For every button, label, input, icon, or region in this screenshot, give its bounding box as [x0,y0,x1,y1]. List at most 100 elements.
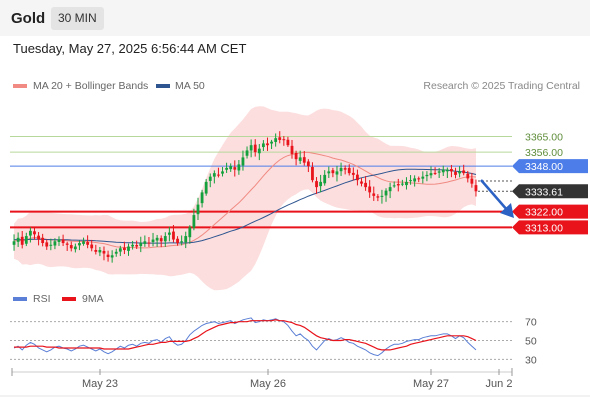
forecast-arrowhead [500,203,514,218]
candle [225,167,229,170]
candle [151,239,155,242]
last-price-label: 3333.61 [525,186,563,198]
candle [294,152,298,160]
ma20-line [13,151,477,249]
x-tick-label: May 27 [413,378,449,390]
candle [237,164,241,171]
candle [286,139,290,146]
candle [315,181,318,188]
legend-9ma-label: 9MA [82,293,104,305]
candle [360,181,363,184]
ma50-line [14,168,477,244]
candle [335,171,339,175]
candle [409,180,412,182]
candle [466,173,470,179]
candle [102,250,106,254]
candle [339,167,343,172]
candles [12,131,478,263]
legend-ma20-label: MA 20 + Bollinger Bands [33,80,149,92]
candle [200,192,204,204]
candle [37,235,40,240]
candle [106,254,110,258]
candle [212,173,216,177]
candle [196,204,200,215]
candle [135,245,139,247]
candle [306,161,310,167]
candle [69,245,73,249]
candle [57,239,61,242]
candle [400,183,404,185]
candle [356,174,359,181]
candle [33,231,36,235]
candle [441,169,445,173]
candle [302,157,306,163]
candle [429,173,433,176]
candle [118,248,122,252]
candle [421,176,425,179]
candle [192,215,196,228]
candle [204,181,208,194]
candle [188,227,192,238]
candle [298,157,302,161]
candle [233,167,237,170]
candle [86,242,90,245]
level-label: 3313.00 [525,222,563,234]
last-price-tag [512,184,588,199]
candle [376,196,380,198]
candle [274,138,278,142]
candle [319,181,323,187]
candle [98,250,102,253]
candle [311,166,314,181]
candle [474,185,478,192]
rsi-tick-label: 70 [525,317,537,329]
timeframe-button[interactable]: 30 MIN [51,7,104,30]
forecast-arrow [480,179,509,212]
ma9-swatch [62,297,76,301]
candle [12,241,16,245]
candle [372,193,376,196]
candle [327,171,331,174]
candle [388,187,392,192]
candle [343,168,347,170]
ma20-swatch [13,84,27,88]
candle [123,247,126,251]
candle [392,185,396,187]
candle [380,195,384,197]
x-tick-label: May 26 [250,378,286,390]
top-bar: Gold 30 MIN [0,0,590,36]
candle [176,238,179,244]
candle [180,241,184,243]
candle [241,157,245,166]
candle [159,238,163,242]
candle [433,172,437,174]
candle [139,243,143,247]
legend-ma50-label: MA 50 [175,80,205,92]
rsi-tick-label: 50 [525,336,537,348]
candle [261,143,265,148]
candle [417,178,421,180]
candle [368,186,372,193]
candle [249,145,253,151]
candle [245,150,249,156]
level-label: 3365.00 [525,131,563,143]
candle [425,174,429,177]
candle [347,167,351,174]
level-label: 3356.00 [525,147,563,159]
candle [163,236,167,242]
candle [20,236,24,245]
candle [49,244,53,246]
x-tick-label: May 23 [82,378,118,390]
candle [41,237,45,244]
candle [437,171,441,173]
candle [53,241,57,246]
candle [217,174,220,176]
level-label: 3322.00 [525,207,563,219]
candle [282,139,286,141]
candle [184,236,188,243]
candle [278,137,282,140]
candle [445,169,449,172]
candle [24,236,28,244]
candle [90,244,94,249]
credit-text: Research © 2025 Trading Central [423,80,580,92]
candle [65,243,69,245]
